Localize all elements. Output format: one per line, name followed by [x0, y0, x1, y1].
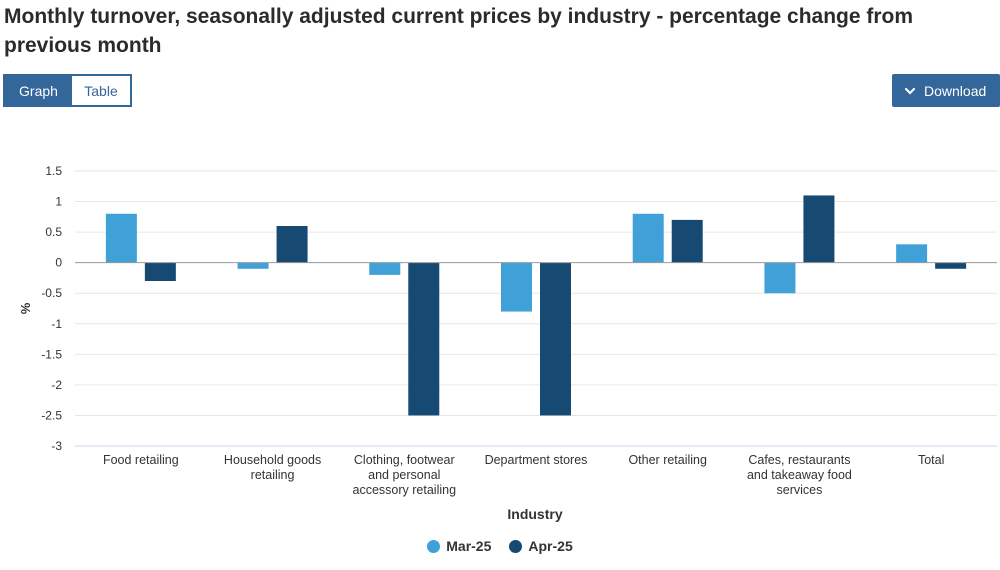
bar-apr-25-6[interactable]	[935, 262, 967, 269]
x-tick-label: Total	[918, 453, 944, 467]
legend-label-apr-25: Apr-25	[528, 538, 573, 554]
chart-title: Monthly turnover, seasonally adjusted cu…	[4, 5, 914, 57]
view-toggle: Graph Table	[3, 74, 132, 107]
bar-apr-25-0[interactable]	[144, 262, 176, 281]
bar-apr-25-2[interactable]	[408, 262, 440, 416]
y-tick-label: -1.5	[41, 347, 62, 361]
legend-marker-mar-25	[427, 539, 441, 553]
download-label: Download	[924, 82, 987, 99]
legend: Mar-25 Apr-25	[0, 538, 1000, 554]
x-tick-label: Cafes, restaurants and takeaway food servi…	[747, 453, 852, 497]
bar-chart: 1.5 1 0.5 0 -0.5 -1 -1.5 -2 -2.5 -3% Food retailin…	[18, 164, 997, 522]
bar-mar-25-1[interactable]	[237, 262, 269, 269]
x-tick-label: Clothing, footwear and personal accessory …	[353, 453, 457, 497]
x-tick-label: Department stores	[485, 453, 588, 467]
bar-apr-25-3[interactable]	[540, 262, 571, 416]
y-tick-label: 0	[55, 256, 62, 270]
legend-label-mar-25: Mar-25	[446, 538, 492, 554]
x-tick-label: Household goods retailing	[224, 453, 321, 482]
y-tick-label: -0.5	[41, 286, 62, 300]
y-tick-label: 1	[55, 195, 62, 209]
y-tick-label: 0.5	[45, 225, 62, 239]
x-axis-label: Industry	[507, 506, 562, 522]
bar-mar-25-4[interactable]	[632, 213, 664, 263]
y-tick-label: -2.5	[41, 408, 62, 422]
table-tab[interactable]: Table	[72, 76, 130, 105]
bar-apr-25-4[interactable]	[671, 219, 703, 263]
bar-mar-25-0[interactable]	[105, 213, 137, 263]
chevron-down-icon	[904, 87, 916, 95]
download-button[interactable]: Download	[892, 74, 1000, 107]
y-axis-label: %	[18, 302, 33, 314]
bar-mar-25-3[interactable]	[501, 262, 532, 312]
bar-apr-25-1[interactable]	[276, 226, 308, 263]
bar-mar-25-6[interactable]	[896, 244, 928, 263]
y-tick-label: -3	[51, 439, 62, 453]
x-tick-label: Food retailing	[103, 453, 179, 467]
y-tick-label: 1.5	[45, 164, 62, 178]
bar-apr-25-5[interactable]	[803, 195, 835, 263]
y-tick-label: -1	[51, 317, 62, 331]
bar-mar-25-2[interactable]	[369, 262, 401, 275]
legend-item-mar-25[interactable]: Mar-25	[427, 538, 491, 554]
legend-marker-apr-25	[509, 539, 523, 553]
legend-item-apr-25[interactable]: Apr-25	[509, 538, 573, 554]
bar-mar-25-5[interactable]	[764, 262, 796, 294]
x-tick-label: Other retailing	[628, 453, 707, 467]
graph-tab[interactable]: Graph	[5, 76, 72, 105]
y-tick-label: -2	[51, 378, 62, 392]
